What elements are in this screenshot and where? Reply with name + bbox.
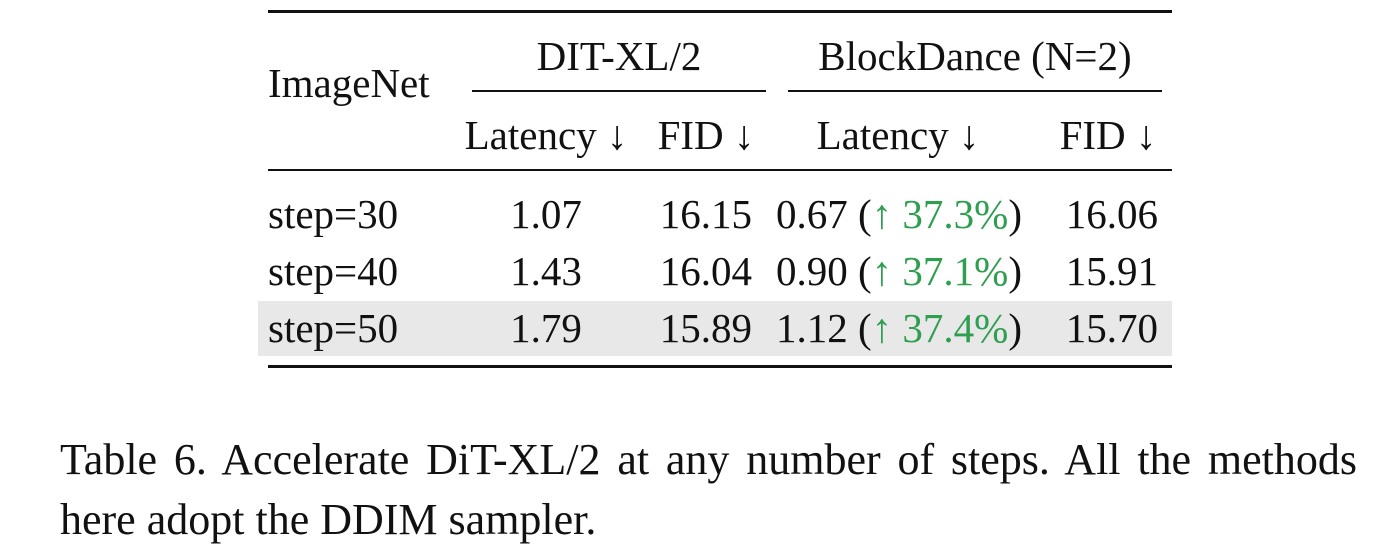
bd-fid-cell: 15.70 — [1065, 305, 1158, 351]
row-label: step=40 — [268, 248, 399, 294]
subheader-dit-latency: Latency ↓ — [464, 112, 628, 158]
table-bottom-rule — [268, 365, 1172, 368]
subheader-bd-fid: FID ↓ — [1059, 112, 1157, 158]
speedup-value: ↑ 37.4% — [871, 305, 1009, 351]
row-label: step=30 — [268, 191, 399, 237]
group-rule-dit — [472, 90, 766, 92]
group-header-blockdance: BlockDance (N=2) — [818, 33, 1132, 79]
speedup-value: ↑ 37.1% — [871, 248, 1009, 294]
table-top-rule — [268, 10, 1172, 13]
row-label: step=50 — [268, 305, 399, 351]
table-mid-rule — [268, 169, 1172, 171]
dit-latency-cell: 1.07 — [510, 191, 582, 237]
dit-fid-cell: 16.04 — [659, 248, 752, 294]
group-rule-blockdance — [788, 90, 1162, 92]
bd-latency-cell: 0.67 (↑ 37.3%) — [776, 191, 1022, 237]
bd-fid-cell: 15.91 — [1065, 248, 1158, 294]
bd-latency-cell: 1.12 (↑ 37.4%) — [776, 305, 1022, 351]
bd-fid-cell: 16.06 — [1065, 191, 1158, 237]
speedup-value: ↑ 37.3% — [871, 191, 1009, 237]
corner-header: ImageNet — [268, 60, 430, 106]
table-caption: Table 6. Accelerate DiT-XL/2 at any numb… — [60, 435, 1357, 544]
row-highlight — [258, 301, 1172, 356]
bd-latency-cell: 0.90 (↑ 37.1%) — [776, 248, 1022, 294]
subheader-bd-latency: Latency ↓ — [816, 112, 980, 158]
dit-latency-cell: 1.79 — [510, 305, 582, 351]
dit-fid-cell: 16.15 — [659, 191, 752, 237]
subheader-dit-fid: FID ↓ — [657, 112, 755, 158]
dit-fid-cell: 15.89 — [659, 305, 752, 351]
dit-latency-cell: 1.43 — [510, 248, 582, 294]
group-header-dit: DIT-XL/2 — [536, 33, 702, 79]
